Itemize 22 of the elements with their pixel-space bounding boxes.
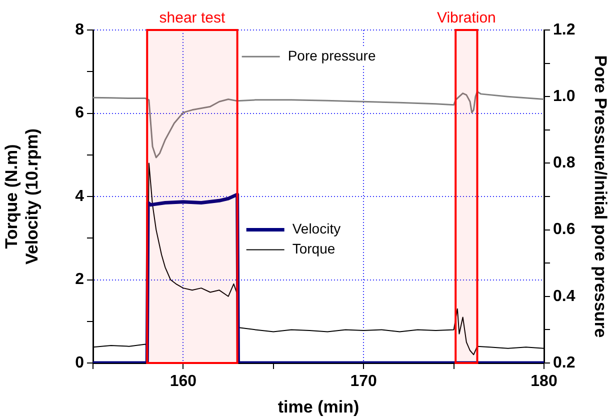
y-tick-label: 0	[75, 354, 84, 372]
x-tick-label: 160	[170, 373, 197, 390]
band-label: Vibration	[436, 10, 496, 27]
legend-label: Pore pressure	[288, 48, 376, 64]
y-tick-label: 4	[75, 188, 84, 205]
legend-label: Velocity	[292, 220, 341, 237]
y2-tick-label: 1.0	[553, 88, 576, 106]
y-axis-title: Torque (N.m) Velocity (10.rpm)	[2, 128, 42, 265]
band-label: shear test	[159, 10, 226, 27]
legend-label: Torque	[292, 240, 336, 257]
x-tick-label: 170	[350, 373, 378, 390]
y-tick-label: 2	[75, 271, 84, 288]
y2-tick-label: 0.8	[553, 154, 576, 172]
y2-tick-label: 0.4	[553, 288, 576, 305]
y-tick-label: 6	[75, 104, 84, 122]
x-axis-title: time (min)	[278, 397, 360, 416]
y2-tick-label: 0.6	[553, 221, 576, 238]
y2-axis-title: Pore Pressure/Initial pore pressure	[591, 55, 610, 338]
y2-tick-label: 1.2	[553, 21, 576, 38]
y2-tick-label: 0.2	[553, 354, 576, 372]
x-tick-label: 180	[530, 373, 558, 390]
y-tick-label: 8	[75, 21, 84, 38]
